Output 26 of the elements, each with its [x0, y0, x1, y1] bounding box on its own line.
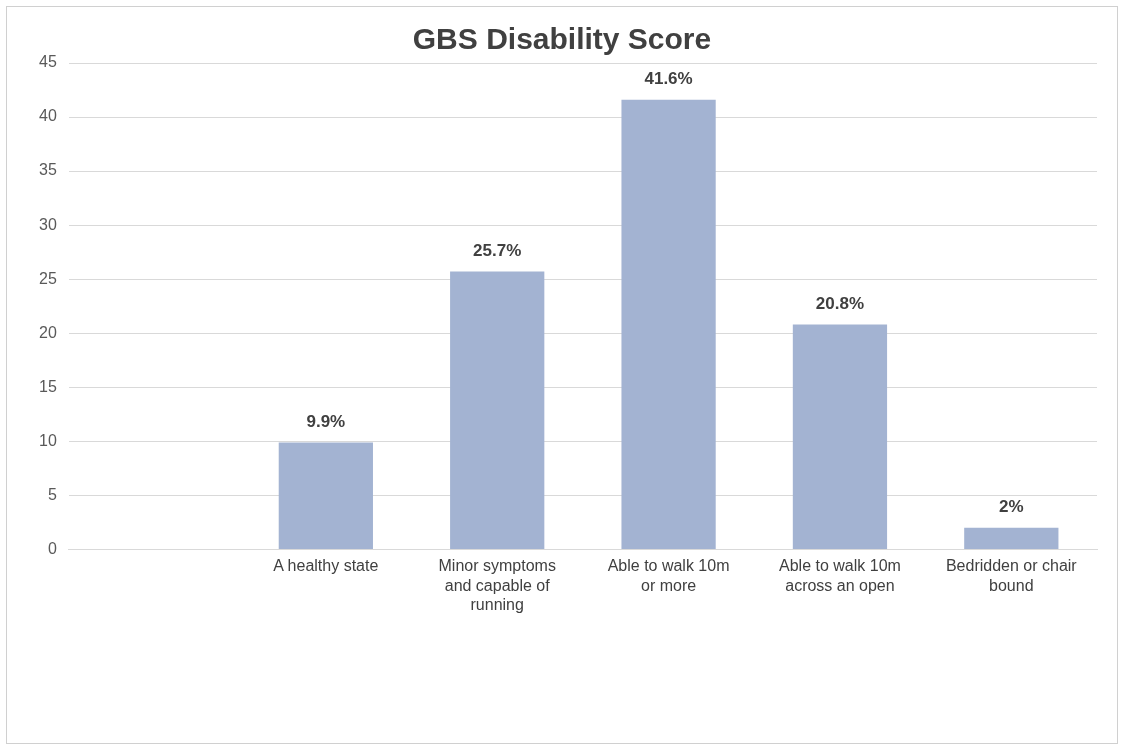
- bar: [621, 99, 716, 549]
- y-tick-label: 10: [39, 431, 57, 449]
- y-tick-label: 40: [39, 107, 57, 125]
- y-tick-label: 35: [39, 161, 57, 179]
- bar: [792, 324, 888, 549]
- x-tick-label: Minor symptoms and capable of running: [438, 557, 556, 613]
- bar: [964, 527, 1059, 549]
- bar: [278, 442, 373, 549]
- x-tick-label: Able to walk 10m or more: [607, 557, 730, 594]
- y-tick-label: 25: [39, 269, 57, 287]
- data-label: 41.6%: [644, 68, 693, 88]
- y-tick-label: 45: [39, 53, 57, 71]
- data-label: 20.8%: [815, 293, 865, 313]
- data-label: 25.7%: [473, 240, 522, 260]
- data-label: 2%: [999, 496, 1024, 516]
- x-tick-label: Bedridden or chair bound: [945, 557, 1078, 594]
- x-tick-label: Able to walk 10m across an open: [779, 557, 901, 594]
- bar: [450, 271, 545, 549]
- y-tick-label: 0: [47, 539, 57, 557]
- y-tick-label: 15: [39, 377, 57, 395]
- y-tick-label: 20: [39, 323, 57, 341]
- x-tick-label: A healthy state: [273, 557, 379, 575]
- y-tick-label: 5: [47, 485, 57, 503]
- data-label: 9.9%: [306, 411, 346, 431]
- y-tick-label: 30: [39, 215, 57, 233]
- chart-title: GBS Disability Score: [412, 22, 712, 56]
